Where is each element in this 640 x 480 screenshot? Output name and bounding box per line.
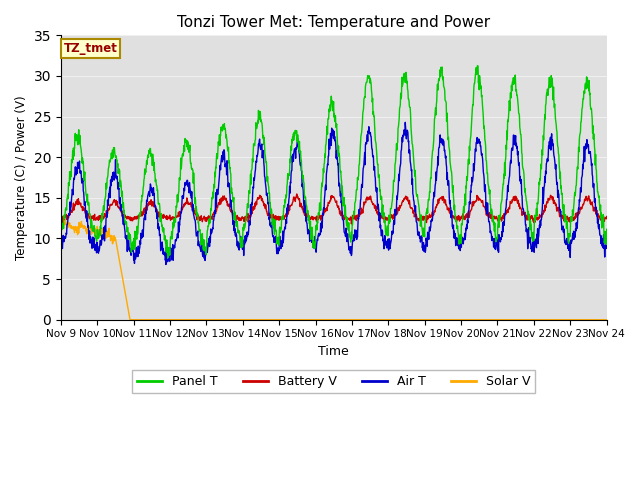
Panel T (490, 228, 498, 234)
Air T (166, 254, 173, 260)
Panel T (166, 246, 173, 252)
Air T (57, 255, 65, 261)
X-axis label: Time: Time (318, 345, 349, 358)
Air T (240, 252, 248, 258)
Battery V (239, 216, 247, 221)
Battery V (419, 217, 427, 223)
Battery V (165, 215, 173, 221)
Air T (539, 201, 547, 206)
Battery V (539, 211, 547, 217)
Solar V (419, 317, 427, 323)
Air T (490, 237, 498, 242)
Battery V (57, 212, 65, 217)
Solar V (59, 214, 67, 219)
Battery V (293, 191, 301, 197)
Legend: Panel T, Battery V, Air T, Solar V: Panel T, Battery V, Air T, Solar V (132, 370, 535, 393)
Line: Air T: Air T (61, 122, 607, 264)
Panel T (240, 228, 248, 233)
Panel T (603, 227, 611, 232)
Air T (419, 248, 427, 253)
Panel T (164, 255, 172, 261)
Panel T (474, 63, 481, 69)
Text: TZ_tmet: TZ_tmet (63, 42, 118, 56)
Solar V (490, 317, 498, 323)
Title: Tonzi Tower Met: Temperature and Power: Tonzi Tower Met: Temperature and Power (177, 15, 490, 30)
Solar V (127, 317, 134, 323)
Solar V (603, 317, 611, 323)
Solar V (166, 317, 173, 323)
Line: Solar V: Solar V (61, 216, 607, 320)
Battery V (179, 207, 186, 213)
Battery V (490, 216, 498, 221)
Solar V (57, 220, 65, 226)
Air T (401, 120, 409, 125)
Panel T (57, 221, 65, 227)
Battery V (603, 214, 611, 219)
Line: Panel T: Panel T (61, 66, 607, 258)
Y-axis label: Temperature (C) / Power (V): Temperature (C) / Power (V) (15, 95, 28, 260)
Panel T (419, 231, 426, 237)
Air T (162, 262, 170, 267)
Battery V (348, 221, 355, 227)
Solar V (240, 317, 248, 323)
Line: Battery V: Battery V (61, 194, 607, 224)
Air T (179, 194, 186, 200)
Panel T (539, 152, 547, 158)
Air T (603, 245, 611, 251)
Solar V (179, 317, 187, 323)
Panel T (179, 151, 186, 157)
Solar V (539, 317, 547, 323)
